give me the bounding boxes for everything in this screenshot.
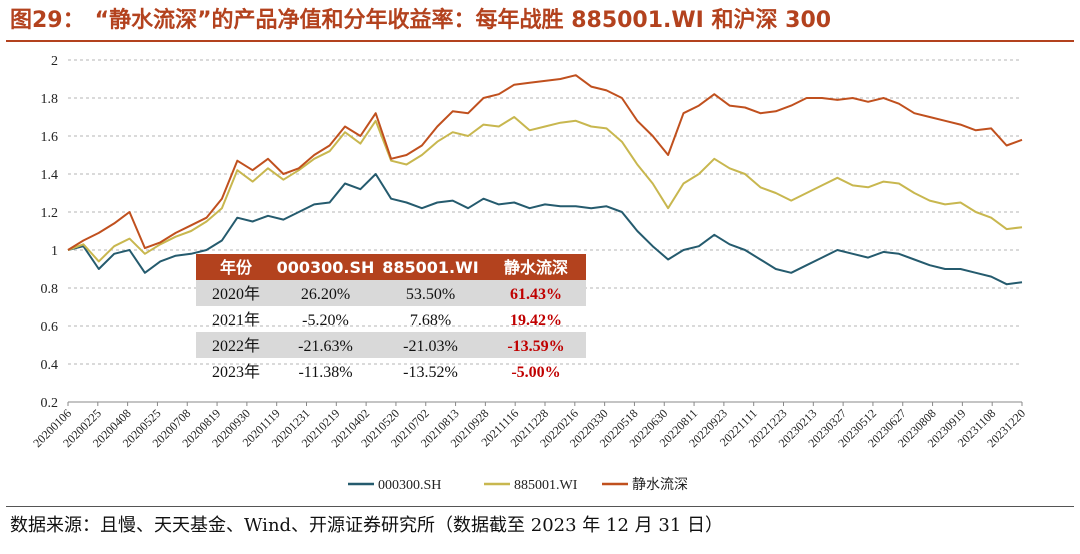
table-cell: 61.43% (510, 286, 562, 303)
y-tick-label: 1.2 (41, 206, 59, 221)
table-cell: 53.50% (406, 286, 455, 303)
table-band (196, 280, 586, 306)
table-cell: 2021年 (212, 311, 260, 329)
y-tick-label: 1.6 (41, 130, 59, 145)
y-tick-label: 1 (51, 244, 58, 259)
y-tick-label: 1.4 (41, 168, 59, 183)
series-line-1 (67, 116, 1023, 263)
y-tick-label: 0.2 (41, 396, 59, 411)
table-cell: -5.20% (302, 312, 349, 329)
y-tick-label: 0.6 (41, 320, 59, 335)
table-cell: 26.20% (301, 286, 350, 303)
table-header-row (196, 254, 586, 280)
figure-number: 图29： (10, 8, 85, 33)
table-cell: -21.03% (403, 338, 458, 355)
table-cell: -21.63% (298, 338, 353, 355)
table-cell: 2020年 (212, 285, 260, 303)
returns-table: 年份 000300.SH 885001.WI 静水流深 2020年 26.20% 53.50… (196, 254, 586, 381)
table-header-cell: 000300.SH (277, 258, 375, 277)
source-rule (6, 506, 1074, 507)
table-header-cell: 885001.WI (382, 258, 478, 277)
table-cell: 19.42% (510, 312, 562, 329)
table-cell: 2022年 (212, 337, 260, 355)
figure-title: 图29： “静水流深”的产品净值和分年收益率：每年战胜 885001.WI 和沪深… (10, 4, 1070, 38)
table-cell: -5.00% (511, 364, 560, 381)
y-tick-label: 0.8 (41, 282, 59, 297)
series-line-0 (67, 173, 1023, 286)
table-cell: 2023年 (212, 363, 260, 381)
table-cell: -11.38% (298, 364, 352, 381)
y-tick-label: 2 (51, 54, 58, 69)
table-cell: 7.68% (410, 312, 451, 329)
legend-label: 885001.WI (514, 478, 578, 493)
table-cell: -13.59% (507, 338, 564, 355)
y-tick-label: 0.4 (41, 358, 59, 373)
source-note: 数据来源：且慢、天天基金、Wind、开源证券研究所（数据截至 2023 年 12… (10, 515, 724, 536)
line-chart: 0.2 0.4 0.6 0.8 1 1.2 1.4 1.6 1.8 2 2020010620200… (30, 54, 1028, 493)
legend: 000300.SH 885001.WI 静水流深 (348, 477, 688, 493)
y-axis-tick-labels: 0.2 0.4 0.6 0.8 1 1.2 1.4 1.6 1.8 2 (41, 54, 59, 411)
title-rule (6, 40, 1074, 42)
table-header-cell: 年份 (220, 258, 253, 277)
y-tick-label: 1.8 (41, 92, 59, 107)
figure-title-text: “静水流深”的产品净值和分年收益率：每年战胜 885001.WI 和沪深 300 (94, 8, 832, 33)
series-lines (67, 74, 1023, 286)
table-band (196, 332, 586, 358)
table-header-cell: 静水流深 (504, 258, 568, 277)
table-cell: -13.52% (403, 364, 458, 381)
legend-label: 静水流深 (632, 477, 688, 493)
legend-label: 000300.SH (378, 478, 441, 493)
x-axis-tick-labels: 2020010620200225202004082020052520200708… (30, 402, 1028, 450)
series-line-2 (67, 74, 1023, 251)
